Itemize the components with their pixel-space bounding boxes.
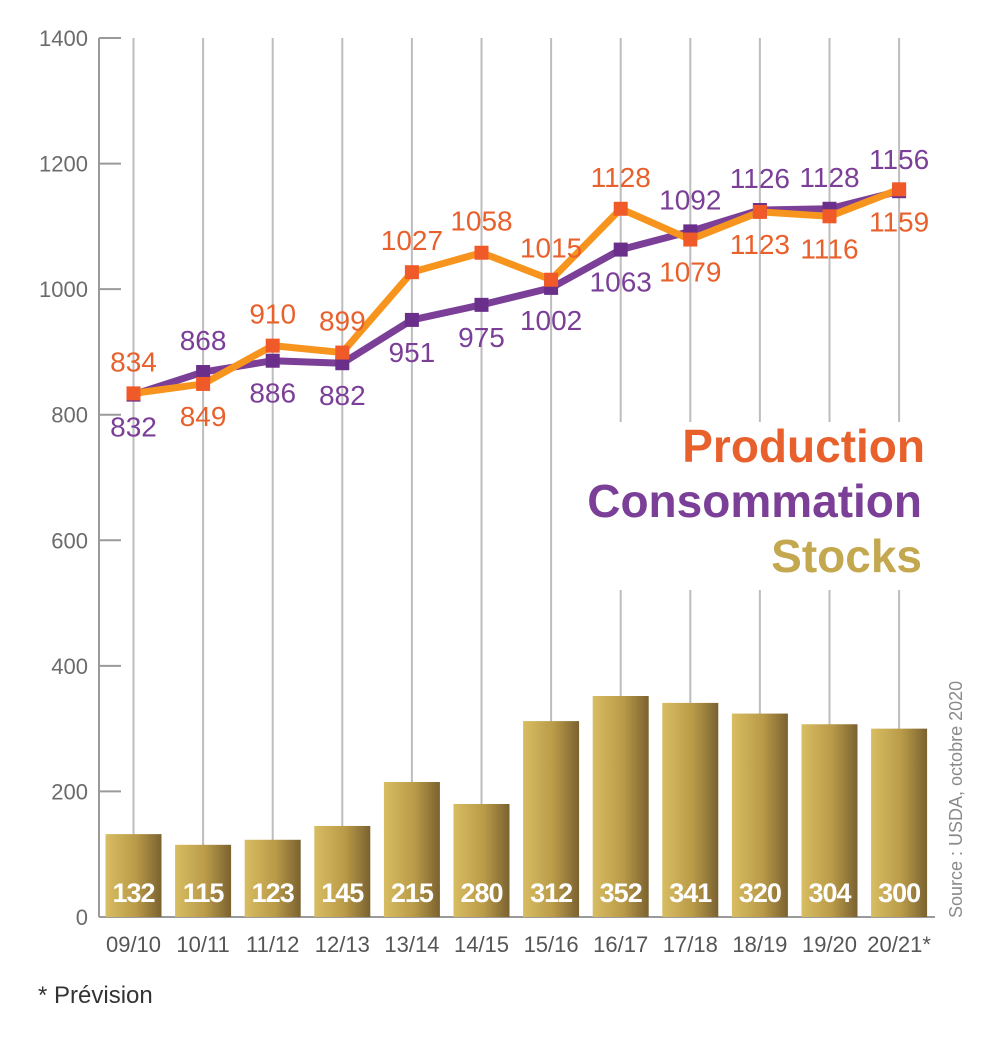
stock-bar-11 [871, 728, 928, 917]
x-tick-label-6: 15/16 [524, 932, 579, 957]
x-tick-label-2: 11/12 [246, 932, 299, 957]
stock-bar-8 [662, 702, 719, 917]
production-marker-10 [822, 209, 837, 224]
production-label-7: 1128 [591, 162, 651, 193]
consommation-label-6: 1002 [520, 305, 582, 336]
stock-bar-4 [383, 782, 440, 917]
stock-bar-9 [731, 713, 788, 917]
production-label-5: 1058 [450, 206, 512, 237]
stock-label-6: 312 [530, 878, 572, 908]
consommation-label-9: 1126 [730, 163, 790, 194]
consommation-marker-3 [335, 356, 350, 371]
stock-label-10: 304 [808, 878, 851, 908]
production-label-11: 1159 [869, 206, 929, 237]
stocks-bars [105, 695, 928, 917]
source-note: Source : USDA, octobre 2020 [946, 681, 966, 918]
stock-label-0: 132 [112, 878, 154, 908]
stock-label-8: 341 [669, 878, 712, 908]
y-tick-label-400: 400 [51, 654, 88, 679]
production-label-3: 899 [319, 306, 366, 337]
data-labels: 132 115 123 145 215 280 312 352 341 320 304 300 834 8… [110, 144, 929, 908]
x-tick-label-7: 16/17 [593, 932, 648, 957]
production-marker-2 [265, 338, 280, 353]
consommation-label-2: 886 [249, 378, 296, 409]
stock-label-3: 145 [321, 878, 364, 908]
production-marker-11 [892, 182, 907, 197]
legend-consommation: Consommation [587, 475, 922, 527]
stock-bar-6 [523, 721, 580, 917]
consommation-label-1: 868 [180, 325, 227, 356]
x-tick-label-11: 20/21* [867, 932, 931, 957]
stock-bar-3 [314, 825, 371, 917]
legend-production: Production [682, 420, 925, 472]
consommation-label-8: 1092 [659, 184, 721, 215]
y-tick-label-0: 0 [76, 905, 88, 930]
x-tick-label-0: 09/10 [106, 932, 161, 957]
consommation-label-5: 975 [458, 322, 505, 353]
production-marker-1 [196, 376, 211, 391]
y-tick-label-200: 200 [51, 779, 88, 804]
stock-bar-10 [801, 724, 858, 917]
production-marker-6 [544, 272, 559, 287]
production-label-0: 834 [110, 346, 157, 377]
axes: 0 200 400 600 800 1000 1200 1400 09/10 10/11 11/12… [39, 26, 935, 957]
y-tick-label-1400: 1400 [39, 26, 88, 51]
stock-label-1: 115 [183, 878, 225, 908]
stock-label-7: 352 [600, 878, 642, 908]
consommation-marker-5 [474, 297, 489, 312]
consommation-label-3: 882 [319, 380, 366, 411]
consommation-label-11: 1156 [869, 144, 929, 175]
x-tick-label-9: 18/19 [732, 932, 787, 957]
y-tick-label-1200: 1200 [39, 152, 88, 177]
production-marker-0 [126, 386, 141, 401]
production-marker-9 [752, 204, 767, 219]
y-tick-label-1000: 1000 [39, 277, 88, 302]
production-marker-3 [335, 345, 350, 360]
legend-stocks: Stocks [771, 530, 922, 582]
x-tick-label-4: 13/14 [384, 932, 439, 957]
stock-label-4: 215 [391, 878, 434, 908]
line-series [126, 182, 907, 402]
x-tick-label-3: 12/13 [315, 932, 370, 957]
consommation-line [132, 187, 900, 398]
consommation-marker-1 [196, 365, 211, 380]
stock-label-9: 320 [739, 878, 781, 908]
production-label-8: 1079 [659, 257, 721, 288]
consommation-label-7: 1063 [590, 267, 652, 298]
consommation-label-10: 1128 [799, 162, 859, 193]
consommation-marker-4 [404, 312, 419, 327]
stock-label-11: 300 [878, 878, 920, 908]
stock-bar-0 [105, 834, 162, 917]
production-marker-4 [404, 265, 419, 280]
y-tick-label-600: 600 [51, 528, 88, 553]
x-tick-label-8: 17/18 [663, 932, 718, 957]
consommation-label-0: 832 [110, 412, 157, 443]
production-label-1: 849 [180, 401, 227, 432]
y-tick-label-800: 800 [51, 403, 88, 428]
footnote: * Prévision [38, 982, 153, 1009]
stock-label-2: 123 [252, 878, 295, 908]
stock-bar-2 [244, 839, 301, 917]
production-marker-8 [683, 232, 698, 247]
production-label-4: 1027 [381, 225, 443, 256]
production-marker-7 [613, 201, 628, 216]
production-label-6: 1015 [520, 233, 582, 264]
x-tick-label-1: 10/11 [176, 932, 229, 957]
x-tick-label-5: 14/15 [454, 932, 509, 957]
production-line [133, 186, 901, 397]
consommation-label-4: 951 [389, 337, 436, 368]
production-label-2: 910 [249, 299, 296, 330]
production-marker-5 [474, 245, 489, 260]
stock-label-5: 280 [460, 878, 502, 908]
consommation-marker-2 [265, 353, 280, 368]
x-tick-label-10: 19/20 [802, 932, 857, 957]
production-label-10: 1116 [800, 233, 858, 264]
stock-bar-5 [453, 803, 510, 917]
stock-bar-1 [175, 844, 232, 917]
production-label-9: 1123 [730, 229, 790, 260]
consommation-marker-7 [613, 242, 628, 257]
stock-bar-7 [592, 695, 649, 917]
